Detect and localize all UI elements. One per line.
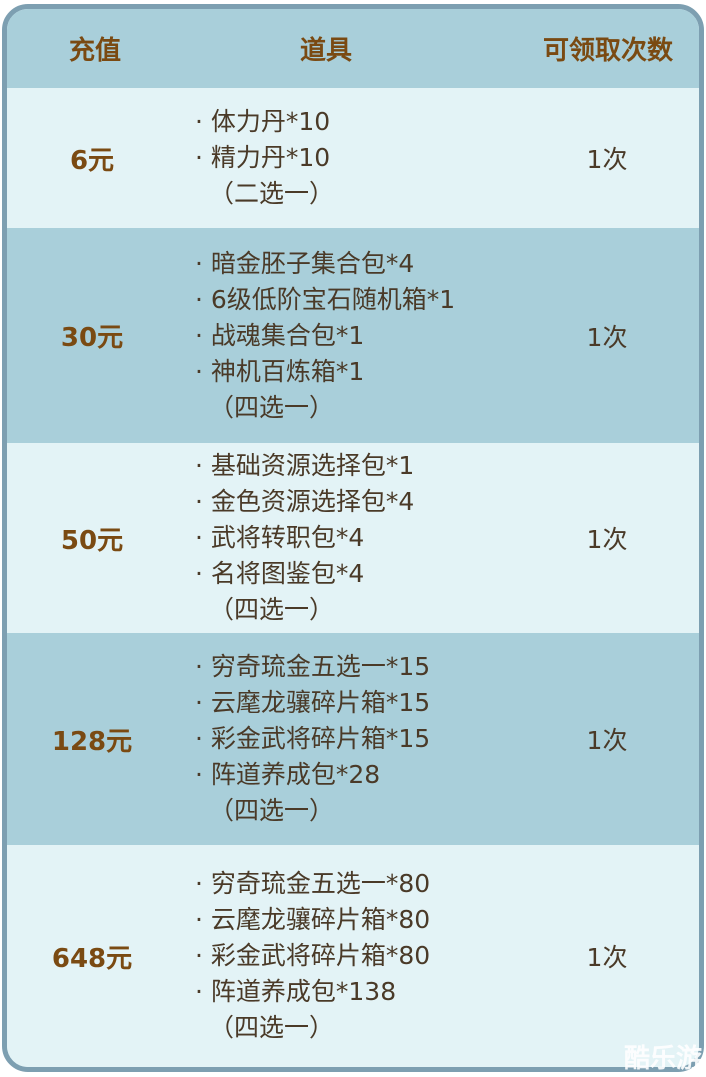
- item: · 6级低阶宝石随机箱*1: [195, 284, 456, 314]
- item: （四选一）: [209, 392, 335, 422]
- item: · 体力丹*10: [195, 107, 331, 136]
- count: 1次: [586, 525, 628, 554]
- item: · 战魂集合包*1: [195, 320, 365, 350]
- item: · 阵道养成包*28: [195, 760, 381, 789]
- item: · 穷奇琉金五选一*15: [195, 652, 431, 681]
- count: 1次: [586, 145, 628, 174]
- item: · 基础资源选择包*1: [195, 451, 415, 480]
- item: · 彩金武将碎片箱*80: [195, 941, 431, 970]
- item: · 穷奇琉金五选一*80: [195, 869, 431, 898]
- table: 充值 道具 可领取次数 6元 · 体力丹*10 · 精力丹*10 （二选一） 1次 30元 · 暗…: [2, 4, 704, 1072]
- item: · 云麾龙骧碎片箱*80: [195, 905, 431, 934]
- item: （四选一）: [209, 595, 335, 624]
- item: · 精力丹*10: [195, 143, 331, 172]
- header-row: 充值 道具 可领取次数: [7, 9, 699, 88]
- item: · 彩金武将碎片箱*15: [195, 724, 431, 753]
- item: · 云麾龙骧碎片箱*15: [195, 688, 431, 717]
- count: 1次: [586, 726, 628, 755]
- recharge: 30元: [60, 323, 124, 353]
- table-row: 648元 · 穷奇琉金五选一*80 · 云麾龙骧碎片箱*80 · 彩金武将碎片箱*80…: [7, 845, 699, 1067]
- item: · 金色资源选择包*4: [195, 487, 415, 516]
- items: · 暗金胚子集合包*4 · 6级低阶宝石随机箱*1 · 战魂集合包*1 · 神机百炼箱…: [195, 228, 555, 443]
- item: （四选一）: [209, 1013, 335, 1042]
- count: 1次: [586, 943, 628, 972]
- items: · 穷奇琉金五选一*80 · 云麾龙骧碎片箱*80 · 彩金武将碎片箱*80 · 阵道…: [195, 845, 555, 1067]
- item: · 暗金胚子集合包*4: [195, 248, 415, 278]
- table-row: 30元 · 暗金胚子集合包*4 · 6级低阶宝石随机箱*1 · 战魂集合包*1 · 神机…: [7, 228, 699, 443]
- table-row: 50元 · 基础资源选择包*1 · 金色资源选择包*4 · 武将转职包*4 · 名将图鉴…: [7, 443, 699, 633]
- header-cell: 道具: [300, 36, 353, 66]
- count: 1次: [586, 322, 628, 352]
- items: · 体力丹*10 · 精力丹*10 （二选一）: [195, 88, 555, 228]
- table-row: 128元 · 穷奇琉金五选一*15 · 云麾龙骧碎片箱*15 · 彩金武将碎片箱*15…: [7, 633, 699, 845]
- recharge: 648元: [51, 943, 133, 974]
- watermark: 酷乐游: [623, 1044, 702, 1074]
- item: · 阵道养成包*138: [195, 977, 397, 1006]
- header-cell: 可领取次数: [542, 36, 673, 66]
- item: （四选一）: [209, 796, 335, 825]
- recharge: 50元: [60, 525, 124, 556]
- item: （二选一）: [209, 179, 335, 208]
- item: · 名将图鉴包*4: [195, 559, 365, 588]
- items: · 穷奇琉金五选一*15 · 云麾龙骧碎片箱*15 · 彩金武将碎片箱*15 · 阵道…: [195, 633, 555, 845]
- recharge: 6元: [69, 145, 115, 176]
- header-cell: 充值: [68, 36, 121, 66]
- item: · 武将转职包*4: [195, 523, 365, 552]
- item: · 神机百炼箱*1: [195, 356, 365, 386]
- recharge: 128元: [51, 726, 133, 757]
- table-row: 6元 · 体力丹*10 · 精力丹*10 （二选一） 1次: [7, 88, 699, 228]
- items: · 基础资源选择包*1 · 金色资源选择包*4 · 武将转职包*4 · 名将图鉴包*4…: [195, 443, 555, 633]
